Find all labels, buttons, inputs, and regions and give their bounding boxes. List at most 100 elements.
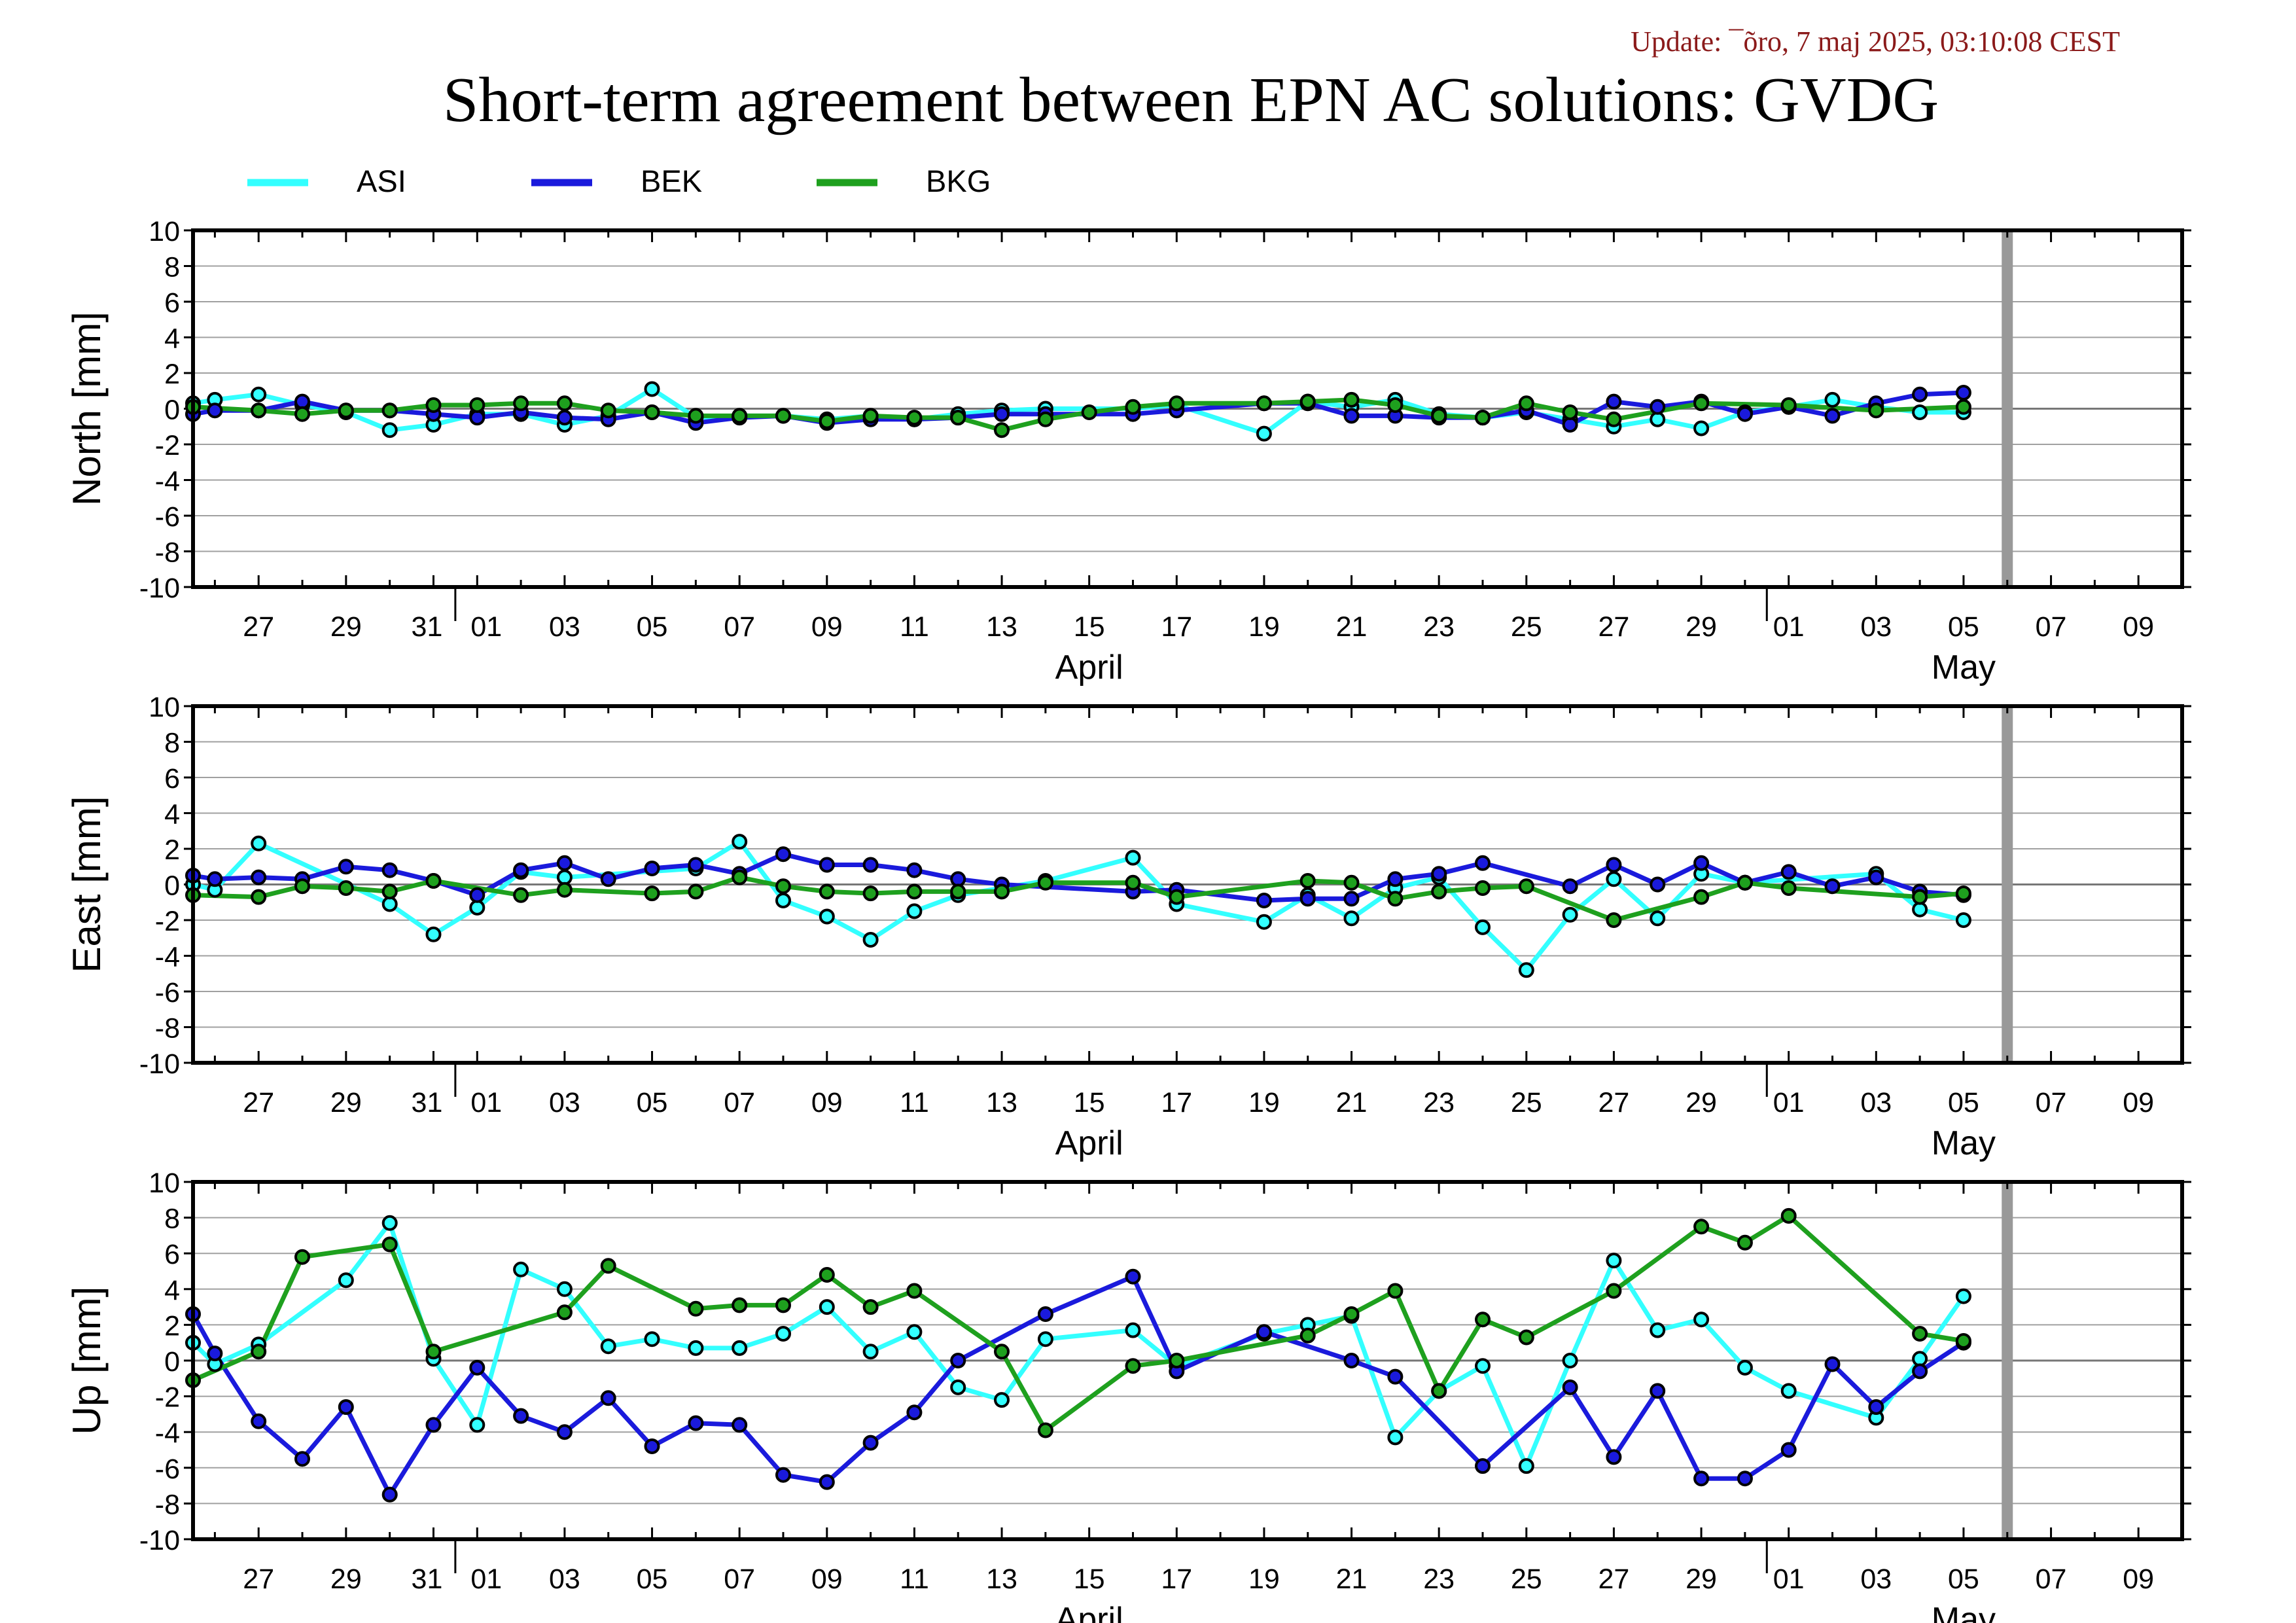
data-point-bek [1693,1471,1710,1487]
data-point-bek [469,887,486,903]
x-tick-label: 29 [1686,1563,1717,1595]
y-tick-label: 2 [164,834,180,866]
y-tick-label: -4 [155,466,180,497]
x-tick-label: 09 [2123,611,2154,643]
data-point-bkg [775,878,791,895]
data-point-bkg [1475,410,1491,426]
x-tick-label: 07 [2036,1087,2067,1118]
data-point-bek [1780,1442,1797,1458]
data-point-bek [1737,406,1753,422]
data-point-asi [381,1215,398,1231]
data-point-bkg [994,422,1010,438]
data-point-bkg [251,1344,267,1360]
data-point-bek [1037,1306,1053,1322]
data-point-bek [906,1404,923,1421]
y-tick-label: 4 [164,1275,180,1306]
x-tick-label: 03 [549,1087,580,1118]
data-point-bkg [1343,391,1360,408]
data-point-asi [1912,1351,1928,1367]
x-tick-label: 29 [330,611,362,643]
data-point-bek [1650,876,1666,893]
legend-item-asi: ASI [247,164,406,198]
data-point-asi [251,835,267,851]
data-point-bek [1912,1363,1928,1380]
x-tick-label: 11 [900,1087,929,1118]
data-point-asi [1955,1288,1971,1304]
data-point-asi [556,1281,573,1297]
x-tick-label: 01 [1773,611,1805,643]
data-point-bek [1343,408,1360,424]
data-point-bek [600,1390,616,1406]
x-tick-label: 03 [549,611,580,643]
data-point-asi [1037,1331,1053,1347]
data-point-bkg [425,1344,442,1360]
data-point-bkg [950,883,966,900]
x-tick-label: 25 [1511,1087,1542,1118]
x-tick-label: 23 [1423,1087,1455,1118]
data-point-bkg [1037,411,1053,427]
x-tick-label: 17 [1161,611,1192,643]
data-point-bkg [1169,395,1185,412]
panel-up: 10 8 6 4 2 0 -2 -4 -6 -8 -10 Up [mm] 27 29 31 01 03 05 07 0… [65,1168,2191,1623]
data-point-bek [207,1346,223,1362]
data-point-bkg [1562,404,1578,420]
y-tick-label: 0 [164,395,180,426]
x-tick-label: 19 [1248,1087,1280,1118]
x-tick-label: 03 [1860,1087,1892,1118]
data-point-asi [1824,391,1841,408]
x-tick-label: 27 [243,611,274,643]
data-point-asi [513,1261,529,1277]
data-point-asi [950,1379,966,1395]
x-tick-label: 03 [549,1563,580,1595]
data-point-bek [950,1353,966,1368]
x-tick-label: 03 [1860,1563,1892,1595]
data-point-bkg [994,1344,1010,1360]
data-point-bkg [906,1283,923,1299]
data-point-bek [1650,399,1666,415]
data-point-bek [425,1417,442,1433]
data-point-bek [513,862,529,878]
data-point-asi [688,1340,704,1356]
data-point-bkg [862,408,879,424]
data-point-bek [1693,855,1710,871]
y-axis-label: East [mm] [65,796,109,972]
data-point-bek [1256,1324,1272,1340]
data-point-bek [1387,871,1404,887]
y-tick-label: -8 [155,1489,180,1520]
data-point-bek [1824,1356,1841,1372]
x-tick-label: 19 [1248,611,1280,643]
month-label: April [1055,649,1123,687]
series-line-asi [190,1221,1966,1469]
data-point-bkg [513,395,529,412]
x-tick-label: 09 [2123,1087,2154,1118]
y-tick-label: 4 [164,323,180,355]
data-point-bkg [1606,1283,1622,1299]
data-point-bkg [1475,1311,1491,1328]
legend-label-bkg: BKG [926,164,991,198]
data-point-bek [1868,869,1884,885]
data-point-bkg [994,883,1010,900]
series-line-asi [190,387,1966,437]
data-point-bkg [1912,889,1928,905]
x-tick-label: 21 [1336,1087,1368,1118]
data-point-bkg [381,402,398,419]
x-tick-label: 21 [1336,1563,1368,1595]
y-tick-label: -6 [155,977,180,1008]
data-point-bek [1562,1379,1578,1395]
data-point-bek [1650,1383,1666,1399]
data-point-bkg [381,883,398,900]
x-tick-label: 07 [724,1563,755,1595]
data-point-bkg [1780,1207,1797,1224]
x-tick-label: 27 [1598,1087,1630,1118]
data-point-bkg [1387,1283,1404,1299]
data-point-bek [862,857,879,873]
data-point-bkg [688,408,704,424]
legend-item-bek: BEK [531,164,702,198]
data-point-bkg [1955,885,1971,902]
data-point-asi [1387,1429,1404,1446]
data-point-bek [294,1451,310,1467]
data-point-bkg [1343,1306,1360,1322]
data-point-bek [1431,866,1447,882]
data-point-bek [381,862,398,878]
data-point-bkg [1606,411,1622,427]
